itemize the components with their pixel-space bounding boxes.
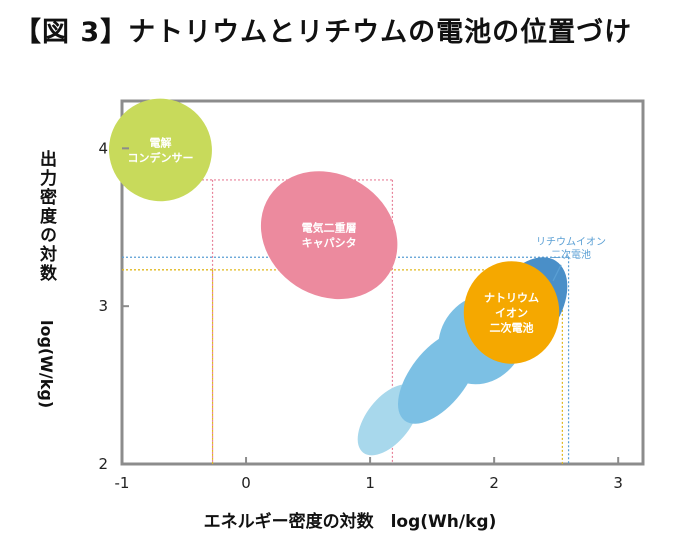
x-tick-label-2: 1 (365, 474, 375, 492)
region-ellipse-6 (463, 261, 560, 364)
figure-title: 【図 3】ナトリウムとリチウムの電池の位置づけ (14, 17, 633, 48)
x-tick-label-4: 3 (613, 474, 623, 492)
plot-frame (120, 99, 645, 466)
region-ellipse-1 (260, 171, 398, 300)
y-axis-label-jp: 出力密度の対数 (36, 150, 56, 283)
x-axis-label: エネルギー密度の対数 log(Wh/kg) (203, 512, 497, 532)
region-label-1: 電気二重層キャパシタ (302, 221, 357, 250)
x-tick-label-3: 2 (489, 474, 499, 492)
y-tick-label-2: 4 (98, 139, 108, 157)
x-tick-label-0: -1 (115, 474, 130, 492)
region-label-6: ナトリウムイオン二次電池 (484, 291, 539, 334)
region-label-0: 電解コンデンサー (127, 135, 193, 164)
y-axis-label: 出力密度の対数 log(W/kg) (26, 150, 58, 420)
y-tick-label-0: 2 (98, 455, 108, 473)
y-tick-label-1: 3 (98, 297, 108, 315)
region-ellipse-0 (108, 98, 212, 202)
annotation-label-0: リチウムイオン二次電池 (536, 236, 606, 261)
annotation-leader-0 (552, 264, 562, 282)
x-tick-label-1: 0 (241, 474, 251, 492)
y-axis-label-unit: log(W/kg) (37, 320, 56, 409)
